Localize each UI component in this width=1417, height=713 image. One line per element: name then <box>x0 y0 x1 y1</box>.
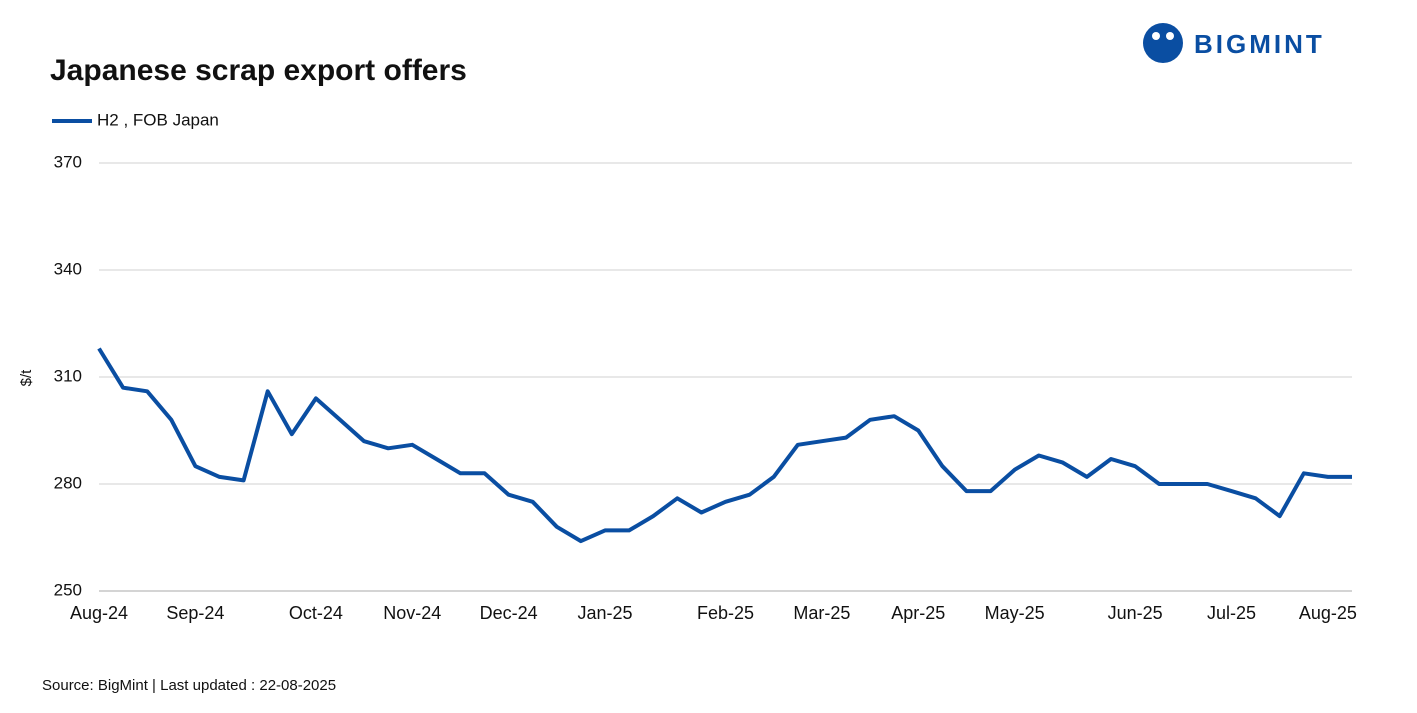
x-tick-label: Mar-25 <box>793 603 850 623</box>
logo-text: BIGMINT <box>1194 29 1325 59</box>
x-tick-label: Feb-25 <box>697 603 754 623</box>
x-tick-label: Dec-24 <box>480 603 538 623</box>
x-tick-label: Jan-25 <box>577 603 632 623</box>
y-tick-label: 250 <box>54 580 82 599</box>
x-tick-label: Jun-25 <box>1108 603 1163 623</box>
x-tick-label: May-25 <box>985 603 1045 623</box>
series-line <box>97 347 1352 544</box>
x-tick-label: Oct-24 <box>289 603 343 623</box>
logo-icon-dot <box>1152 32 1160 40</box>
logo-icon <box>1143 23 1183 63</box>
x-tick-label: Aug-25 <box>1299 603 1357 623</box>
source-note: Source: BigMint | Last updated : 22-08-2… <box>42 677 336 694</box>
y-tick-label: 370 <box>54 152 82 171</box>
y-tick-label: 280 <box>54 473 82 492</box>
x-tick-label: Sep-24 <box>166 603 224 623</box>
y-tick-label: 340 <box>54 259 82 278</box>
legend-label: H2 , FOB Japan <box>97 110 219 129</box>
x-tick-label: Nov-24 <box>383 603 441 623</box>
logo: BIGMINT <box>1143 23 1325 63</box>
y-axis-label: $/t <box>18 369 35 387</box>
x-tick-label: Apr-25 <box>891 603 945 623</box>
chart-title: Japanese scrap export offers <box>50 54 467 87</box>
y-tick-label: 310 <box>54 366 82 385</box>
x-tick-label: Aug-24 <box>70 603 128 623</box>
logo-icon-dot <box>1166 32 1174 40</box>
x-tick-label: Jul-25 <box>1207 603 1256 623</box>
